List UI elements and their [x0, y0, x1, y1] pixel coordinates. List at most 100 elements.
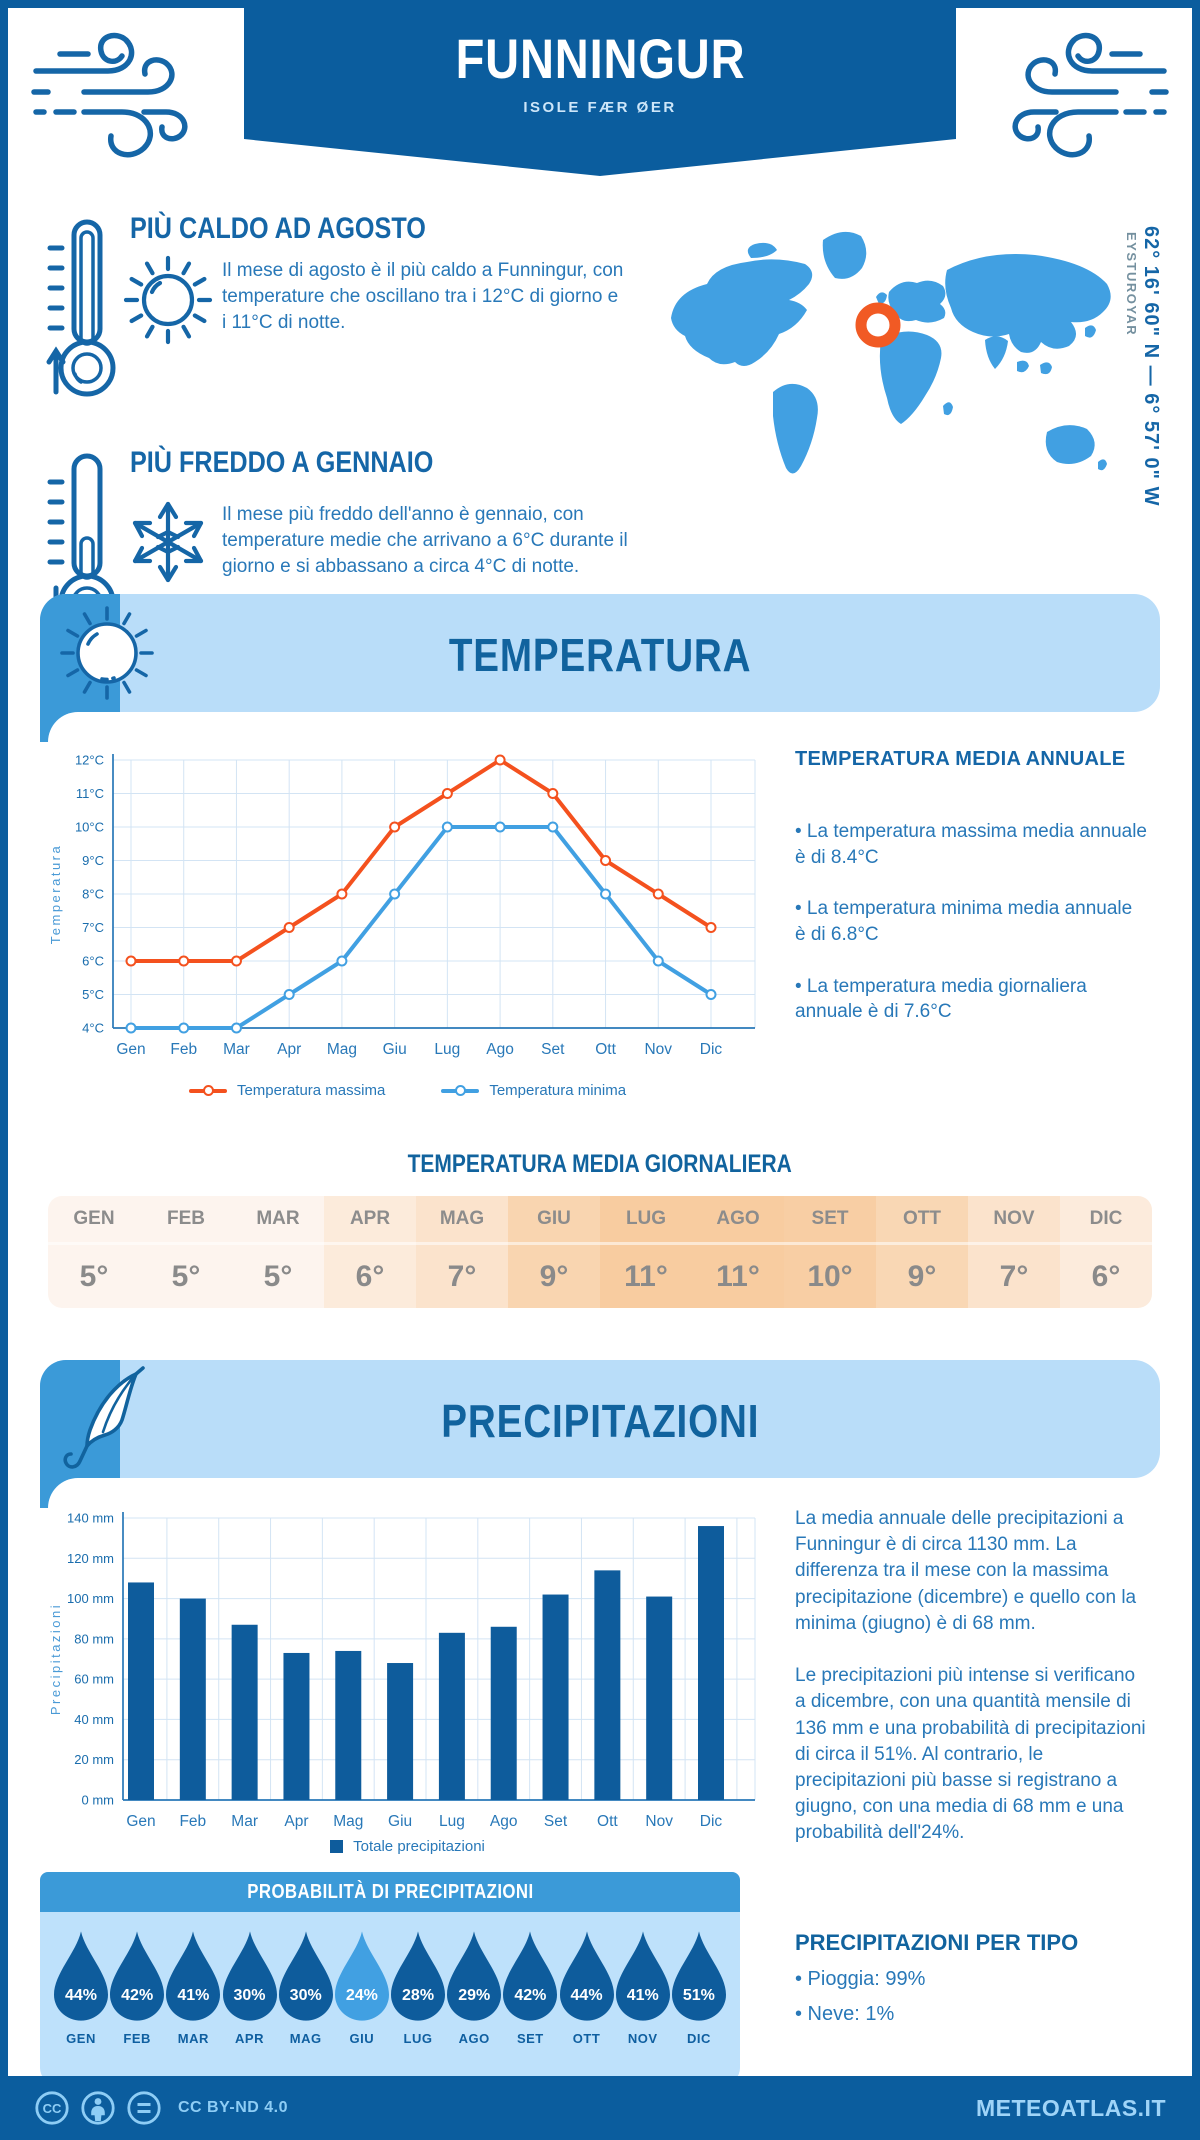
- probability-value: 42%: [514, 1987, 547, 2004]
- precipitation-chart: 0 mm 20 mm 40 mm 60 mm 80 mm 100 mm 120 mm 140 …: [45, 1504, 770, 1854]
- svg-text:Nov: Nov: [645, 1813, 673, 1830]
- snowflake-icon: [132, 501, 204, 583]
- highlight-2-title: PIÙ FREDDO A GENNAIO: [130, 446, 434, 479]
- probability-month: AGO: [458, 2031, 490, 2046]
- table-month: FEB: [140, 1196, 232, 1245]
- table-month: LUG: [600, 1196, 692, 1245]
- precipitation-paragraph: La media annuale delle precipitazioni a …: [795, 1508, 1137, 1634]
- probability-drop: 44% OTT: [559, 1924, 614, 2046]
- thermometer-up-icon: [46, 219, 116, 397]
- probability-value: 42%: [121, 1987, 154, 2004]
- precipitation-section-title: PRECIPITAZIONI: [440, 1395, 760, 1447]
- daily-table-title: TEMPERATURA MEDIA GIORNALIERA: [407, 1150, 793, 1178]
- svg-text:11°C: 11°C: [76, 786, 104, 801]
- probability-drop: 44% GEN: [54, 1924, 108, 2046]
- droplet-icon: [447, 1931, 502, 2021]
- svg-text:Mag: Mag: [333, 1813, 363, 1830]
- svg-text:Lug: Lug: [434, 1041, 460, 1058]
- droplet-icon: [503, 1931, 558, 2021]
- svg-text:Set: Set: [541, 1041, 565, 1058]
- legend-item: Totale precipitazioni: [330, 1838, 485, 1855]
- precipitation-type-title: PRECIPITAZIONI PER TIPO: [795, 1930, 1079, 1955]
- svg-text:Feb: Feb: [170, 1041, 197, 1058]
- table-column: SET 10°: [784, 1196, 876, 1308]
- cc-person-icon: [81, 2091, 115, 2125]
- umbrella-icon: [63, 1366, 145, 1469]
- probability-value: 30%: [233, 1987, 266, 2004]
- probability-month: DIC: [686, 2031, 711, 2046]
- table-value: 6°: [1091, 1259, 1121, 1293]
- probability-drop: 29% AGO: [447, 1924, 502, 2046]
- page-border-right: [1192, 0, 1200, 2140]
- probability-month: OTT: [572, 2031, 601, 2046]
- probability-value: 44%: [570, 1987, 603, 2004]
- probability-value: 51%: [682, 1987, 715, 2004]
- table-value: 5°: [79, 1259, 109, 1293]
- svg-text:140 mm: 140 mm: [67, 1511, 114, 1526]
- svg-text:Dic: Dic: [700, 1041, 723, 1058]
- legend-item: Temperatura massima: [188, 1082, 385, 1099]
- cc-nd-icon: [127, 2091, 161, 2125]
- table-month: NOV: [968, 1196, 1060, 1245]
- page-border-left: [0, 0, 8, 2140]
- svg-text:Ott: Ott: [597, 1813, 618, 1830]
- probability-month: LUG: [403, 2031, 433, 2046]
- table-value: 6°: [355, 1259, 385, 1293]
- temperature-section-banner: [40, 594, 1160, 712]
- svg-text:Feb: Feb: [179, 1813, 206, 1830]
- svg-text:80 mm: 80 mm: [74, 1631, 114, 1646]
- table-value: 9°: [907, 1259, 937, 1293]
- precipitation-banner-tail: [40, 1478, 98, 1508]
- probability-value: 44%: [64, 1987, 98, 2004]
- svg-text:0 mm: 0 mm: [82, 1793, 115, 1808]
- temperature-section-title: TEMPERATURA: [448, 629, 752, 681]
- svg-text:5°C: 5°C: [82, 987, 104, 1002]
- probability-value: 41%: [177, 1987, 210, 2004]
- table-month: APR: [324, 1196, 416, 1245]
- annual-summary-title: TEMPERATURA MEDIA ANNUALE: [795, 748, 1126, 770]
- coordinates-region: EYSTUROYAR: [1124, 232, 1139, 337]
- table-column: FEB 5°: [140, 1196, 232, 1308]
- svg-text:Gen: Gen: [126, 1813, 155, 1830]
- probability-drops: 44% GEN 42% FEB 41% MAR 30% APR: [40, 1912, 740, 2046]
- temperature-banner-tail: [40, 712, 98, 742]
- svg-text:10°C: 10°C: [75, 820, 104, 835]
- probability-header: PROBABILITÀ DI PRECIPITAZIONI: [40, 1872, 740, 1912]
- svg-text:20 mm: 20 mm: [74, 1752, 114, 1767]
- svg-text:4°C: 4°C: [82, 1021, 104, 1036]
- svg-text:12°C: 12°C: [75, 753, 104, 768]
- table-column: GIU 9°: [508, 1196, 600, 1308]
- svg-text:Gen: Gen: [116, 1041, 145, 1058]
- svg-text:Apr: Apr: [284, 1813, 308, 1830]
- table-value: 10°: [807, 1259, 853, 1293]
- table-value: 9°: [539, 1259, 569, 1293]
- table-value: 5°: [171, 1259, 201, 1293]
- table-value: 11°: [716, 1259, 760, 1293]
- svg-text:Ago: Ago: [490, 1813, 518, 1830]
- svg-text:Ago: Ago: [486, 1041, 514, 1058]
- license-label: CC BY-ND 4.0: [178, 2099, 289, 2116]
- droplet-icon: [334, 1931, 389, 2021]
- precipitation-type-bullet: • Neve: 1%: [795, 2003, 895, 2025]
- table-column: AGO 11°: [692, 1196, 784, 1308]
- temperature-chart: 4°C 5°C 6°C 7°C 8°C 9°C 10°C 11°C 12°C Gen Feb Mar A…: [45, 746, 770, 1081]
- license-badge[interactable]: CC CC BY-ND 4.0: [34, 2090, 288, 2126]
- probability-drop: 28% LUG: [391, 1924, 446, 2046]
- droplet-icon: [222, 1931, 277, 2021]
- probability-panel: 44% GEN 42% FEB 41% MAR 30% APR: [40, 1912, 740, 2084]
- svg-text:Giu: Giu: [388, 1813, 412, 1830]
- table-value: 7°: [447, 1259, 477, 1293]
- table-column: NOV 7°: [968, 1196, 1060, 1308]
- precipitation-paragraph: Le precipitazioni più intense si verific…: [795, 1665, 1146, 1844]
- table-column: APR 6°: [324, 1196, 416, 1308]
- site-link[interactable]: METEOATLAS.IT: [975, 2094, 1166, 2121]
- table-column: MAR 5°: [232, 1196, 324, 1308]
- legend-item: Temperatura minima: [441, 1082, 626, 1099]
- probability-drop: 42% SET: [503, 1924, 558, 2046]
- probability-drop: 30% APR: [222, 1924, 277, 2046]
- droplet-icon: [559, 1931, 614, 2021]
- svg-text:Giu: Giu: [383, 1041, 407, 1058]
- probability-month: NOV: [627, 2031, 658, 2046]
- probability-value: 30%: [289, 1987, 322, 2004]
